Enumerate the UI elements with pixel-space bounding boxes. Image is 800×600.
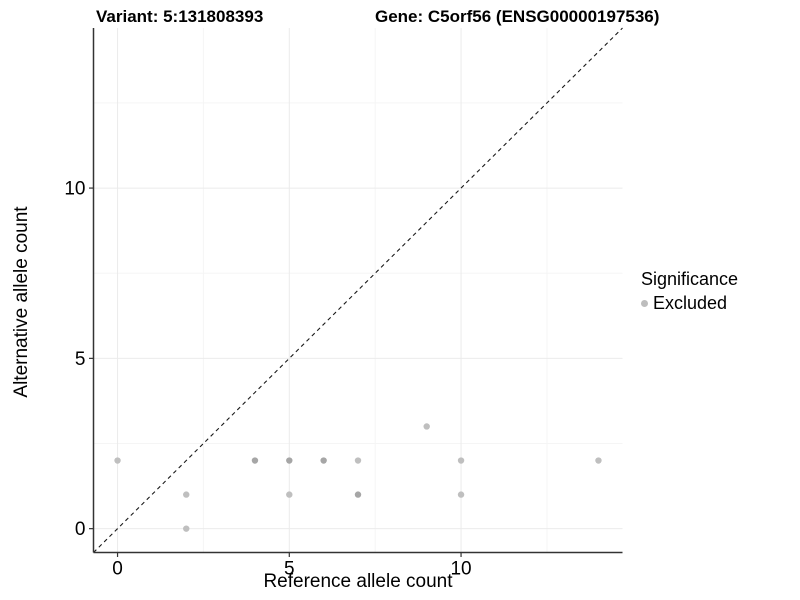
plot-title-variant: Variant: 5:131808393 [96,7,264,26]
legend-item-excluded: Excluded [641,293,738,314]
legend-item-label: Excluded [653,293,728,313]
legend: Significance Excluded [641,269,738,314]
data-point [595,457,602,464]
data-point [354,491,362,498]
data-point [354,457,362,464]
data-point [286,457,293,464]
data-point [423,423,430,430]
point-marker-icon [641,300,648,307]
y-axis-title: Alternative allele count [11,206,32,398]
y-tick-label: 0 [75,519,86,540]
y-tick-label: 10 [64,179,85,200]
data-point [320,457,327,464]
x-axis-title: Reference allele count [263,571,453,592]
data-point [457,457,465,464]
x-tick-label: 0 [112,559,123,580]
data-point [286,491,293,498]
data-point [183,525,190,532]
x-tick-label: 5 [284,559,295,580]
plot-title-gene: Gene: C5orf56 (ENSG00000197536) [375,7,660,26]
data-point [251,457,259,464]
data-point [457,491,465,498]
identity-dashed-line [93,27,623,553]
y-tick-label: 5 [75,349,86,370]
data-point [183,491,190,498]
x-tick-label: 10 [450,559,471,580]
data-point [114,457,121,464]
legend-title: Significance [641,269,739,289]
